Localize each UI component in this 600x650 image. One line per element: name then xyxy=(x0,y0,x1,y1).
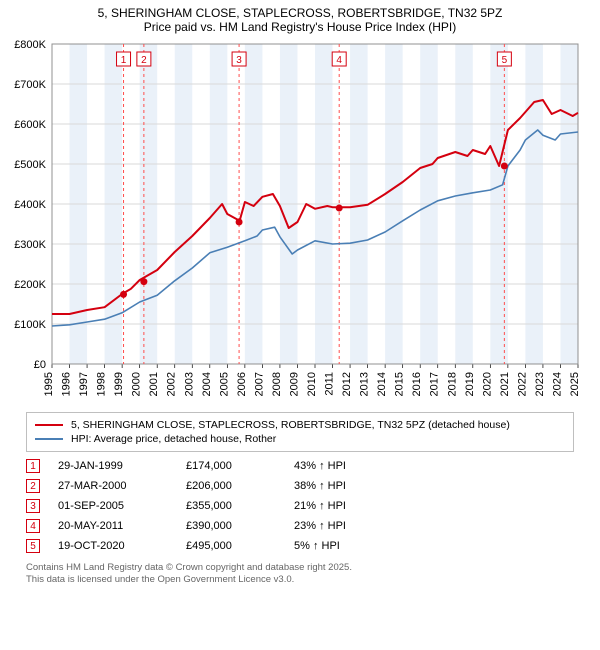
event-pct: 23% ↑ HPI xyxy=(294,520,394,532)
event-date: 29-JAN-1999 xyxy=(58,460,168,472)
chart-svg: £0 £100K £200K £300K £400K £500K £600K £700K £80… xyxy=(0,36,600,406)
footnote: Contains HM Land Registry data © Crown c… xyxy=(26,562,574,587)
event-row: 4 20-MAY-2011 £390,000 23% ↑ HPI xyxy=(26,516,574,536)
event-row: 2 27-MAR-2000 £206,000 38% ↑ HPI xyxy=(26,476,574,496)
svg-text:2: 2 xyxy=(141,55,147,66)
event-marker-icon: 4 xyxy=(26,519,40,533)
svg-text:2005: 2005 xyxy=(218,372,230,396)
event-price: £390,000 xyxy=(186,520,276,532)
svg-text:1996: 1996 xyxy=(61,372,73,396)
event-date: 27-MAR-2000 xyxy=(58,480,168,492)
svg-text:2012: 2012 xyxy=(341,372,353,396)
legend-label-2: HPI: Average price, detached house, Roth… xyxy=(71,433,276,445)
svg-text:£300K: £300K xyxy=(14,239,46,251)
event-price: £495,000 xyxy=(186,540,276,552)
svg-text:£700K: £700K xyxy=(14,79,46,91)
svg-text:1998: 1998 xyxy=(96,372,108,396)
event-pct: 5% ↑ HPI xyxy=(294,540,394,552)
chart-title-line1: 5, SHERINGHAM CLOSE, STAPLECROSS, ROBERT… xyxy=(10,6,590,20)
legend-line-icon xyxy=(35,424,63,426)
svg-text:2019: 2019 xyxy=(464,372,476,396)
event-price: £355,000 xyxy=(186,500,276,512)
event-price: £174,000 xyxy=(186,460,276,472)
event-row: 5 19-OCT-2020 £495,000 5% ↑ HPI xyxy=(26,536,574,556)
svg-text:2025: 2025 xyxy=(569,372,581,396)
footnote-line2: This data is licensed under the Open Gov… xyxy=(26,574,574,586)
svg-text:2023: 2023 xyxy=(534,372,546,396)
event-marker-icon: 1 xyxy=(26,459,40,473)
events-table: 1 29-JAN-1999 £174,000 43% ↑ HPI 2 27-MAR-200… xyxy=(26,456,574,556)
svg-text:2010: 2010 xyxy=(306,372,318,396)
legend-label-1: 5, SHERINGHAM CLOSE, STAPLECROSS, ROBERT… xyxy=(71,419,510,431)
svg-text:1999: 1999 xyxy=(113,372,125,396)
legend: 5, SHERINGHAM CLOSE, STAPLECROSS, ROBERT… xyxy=(26,412,574,452)
event-date: 20-MAY-2011 xyxy=(58,520,168,532)
event-date: 01-SEP-2005 xyxy=(58,500,168,512)
svg-text:2011: 2011 xyxy=(324,372,336,396)
svg-text:£500K: £500K xyxy=(14,159,46,171)
svg-text:1997: 1997 xyxy=(78,372,90,396)
legend-row-2: HPI: Average price, detached house, Roth… xyxy=(35,432,565,446)
svg-text:5: 5 xyxy=(502,55,508,66)
chart-title-block: 5, SHERINGHAM CLOSE, STAPLECROSS, ROBERT… xyxy=(0,0,600,36)
event-row: 1 29-JAN-1999 £174,000 43% ↑ HPI xyxy=(26,456,574,476)
svg-text:2001: 2001 xyxy=(148,372,160,396)
svg-text:2008: 2008 xyxy=(271,372,283,396)
svg-text:£600K: £600K xyxy=(14,119,46,131)
event-price: £206,000 xyxy=(186,480,276,492)
svg-text:2013: 2013 xyxy=(359,372,371,396)
svg-text:2020: 2020 xyxy=(481,372,493,396)
footnote-line1: Contains HM Land Registry data © Crown c… xyxy=(26,562,574,574)
event-pct: 38% ↑ HPI xyxy=(294,480,394,492)
chart-area: £0 £100K £200K £300K £400K £500K £600K £700K £80… xyxy=(0,36,600,406)
svg-text:1995: 1995 xyxy=(43,372,55,396)
svg-text:2015: 2015 xyxy=(394,372,406,396)
svg-text:2006: 2006 xyxy=(236,372,248,396)
svg-text:2009: 2009 xyxy=(288,372,300,396)
legend-row-1: 5, SHERINGHAM CLOSE, STAPLECROSS, ROBERT… xyxy=(35,418,565,432)
event-marker-icon: 5 xyxy=(26,539,40,553)
svg-text:2018: 2018 xyxy=(446,372,458,396)
event-pct: 21% ↑ HPI xyxy=(294,500,394,512)
event-marker-icon: 3 xyxy=(26,499,40,513)
svg-text:2022: 2022 xyxy=(516,372,528,396)
svg-text:2021: 2021 xyxy=(499,372,511,396)
svg-text:2007: 2007 xyxy=(253,372,265,396)
svg-text:2017: 2017 xyxy=(429,372,441,396)
legend-line-icon xyxy=(35,438,63,440)
svg-text:4: 4 xyxy=(336,55,342,66)
event-marker-icon: 2 xyxy=(26,479,40,493)
svg-text:1: 1 xyxy=(121,55,127,66)
svg-text:2016: 2016 xyxy=(411,372,423,396)
chart-title-line2: Price paid vs. HM Land Registry's House … xyxy=(10,20,590,34)
svg-text:2014: 2014 xyxy=(376,372,388,396)
svg-text:£200K: £200K xyxy=(14,279,46,291)
svg-text:2002: 2002 xyxy=(166,372,178,396)
svg-text:2004: 2004 xyxy=(201,372,213,396)
event-row: 3 01-SEP-2005 £355,000 21% ↑ HPI xyxy=(26,496,574,516)
svg-text:£0: £0 xyxy=(34,359,46,371)
svg-text:£800K: £800K xyxy=(14,39,46,51)
svg-text:3: 3 xyxy=(236,55,242,66)
event-date: 19-OCT-2020 xyxy=(58,540,168,552)
event-pct: 43% ↑ HPI xyxy=(294,460,394,472)
svg-text:2024: 2024 xyxy=(551,372,563,396)
svg-text:£400K: £400K xyxy=(14,199,46,211)
svg-text:2003: 2003 xyxy=(183,372,195,396)
svg-text:£100K: £100K xyxy=(14,319,46,331)
svg-text:2000: 2000 xyxy=(131,372,143,396)
